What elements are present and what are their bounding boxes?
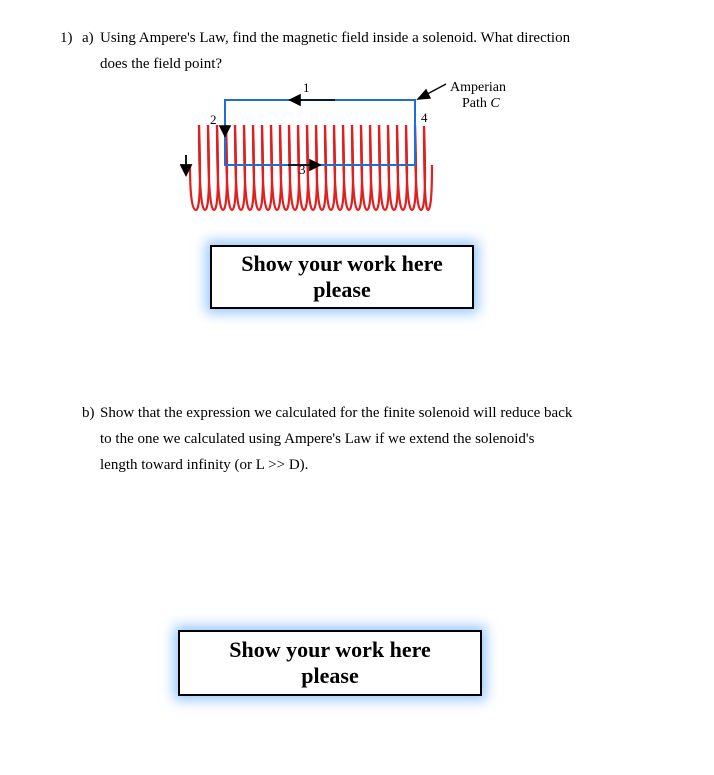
work-box-b: Show your work here please: [178, 630, 482, 696]
part-a-line1: Using Ampere's Law, find the magnetic fi…: [100, 28, 570, 49]
work-box-b-line2: please: [301, 663, 358, 689]
work-box-a: Show your work here please: [210, 245, 474, 309]
part-b-line3: length toward infinity (or L >> D).: [100, 455, 308, 476]
part-b-line1: Show that the expression we calculated f…: [100, 403, 572, 424]
part-a-line2: does the field point?: [100, 54, 222, 75]
label-1: 1: [303, 80, 310, 95]
label-2: 2: [210, 112, 217, 127]
arrow-to-label: [418, 84, 446, 99]
work-box-b-line1: Show your work here: [229, 637, 430, 663]
label-4: 4: [421, 110, 428, 125]
question-number: 1): [60, 28, 73, 49]
part-b-prefix: b): [82, 403, 95, 424]
arrow-seg1: [290, 95, 335, 105]
work-box-a-line2: please: [313, 277, 370, 303]
solenoid-svg: 1 2 3 4 I: [180, 80, 520, 230]
part-b-line2: to the one we calculated using Ampere's …: [100, 429, 534, 450]
label-3: 3: [299, 162, 306, 177]
work-box-a-line1: Show your work here: [241, 251, 442, 277]
solenoid-diagram: 1 2 3 4 I: [180, 80, 520, 230]
part-a-prefix: a): [82, 28, 94, 49]
arrow-seg2: [220, 126, 230, 136]
